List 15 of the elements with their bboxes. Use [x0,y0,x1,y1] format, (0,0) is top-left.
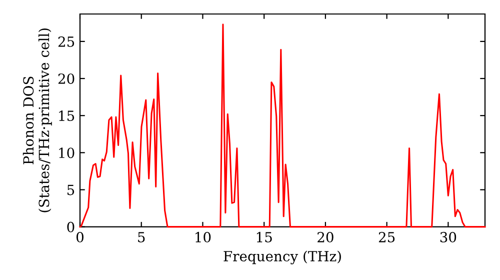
y-tick-label: 20 [58,73,74,84]
x-tick-label: 5 [138,232,145,242]
x-axis-title: Frequency (THz) [224,250,341,264]
x-tick-label: 0 [76,232,84,242]
x-tick-label: 20 [318,232,334,242]
x-tick-label: 25 [378,232,395,242]
y-tick-label: 0 [67,222,74,232]
y-tick-label: 25 [58,36,74,47]
x-tick-label: 15 [256,232,272,242]
y-tick-label: 10 [59,148,74,158]
y-axis-title: Phonon DOS (States/THz·primitive cell) [22,28,52,212]
x-tick-label: 10 [196,232,211,242]
x-tick-label: 30 [440,232,456,242]
y-tick-label: 15 [59,110,74,122]
y-tick-label: 5 [67,184,74,196]
